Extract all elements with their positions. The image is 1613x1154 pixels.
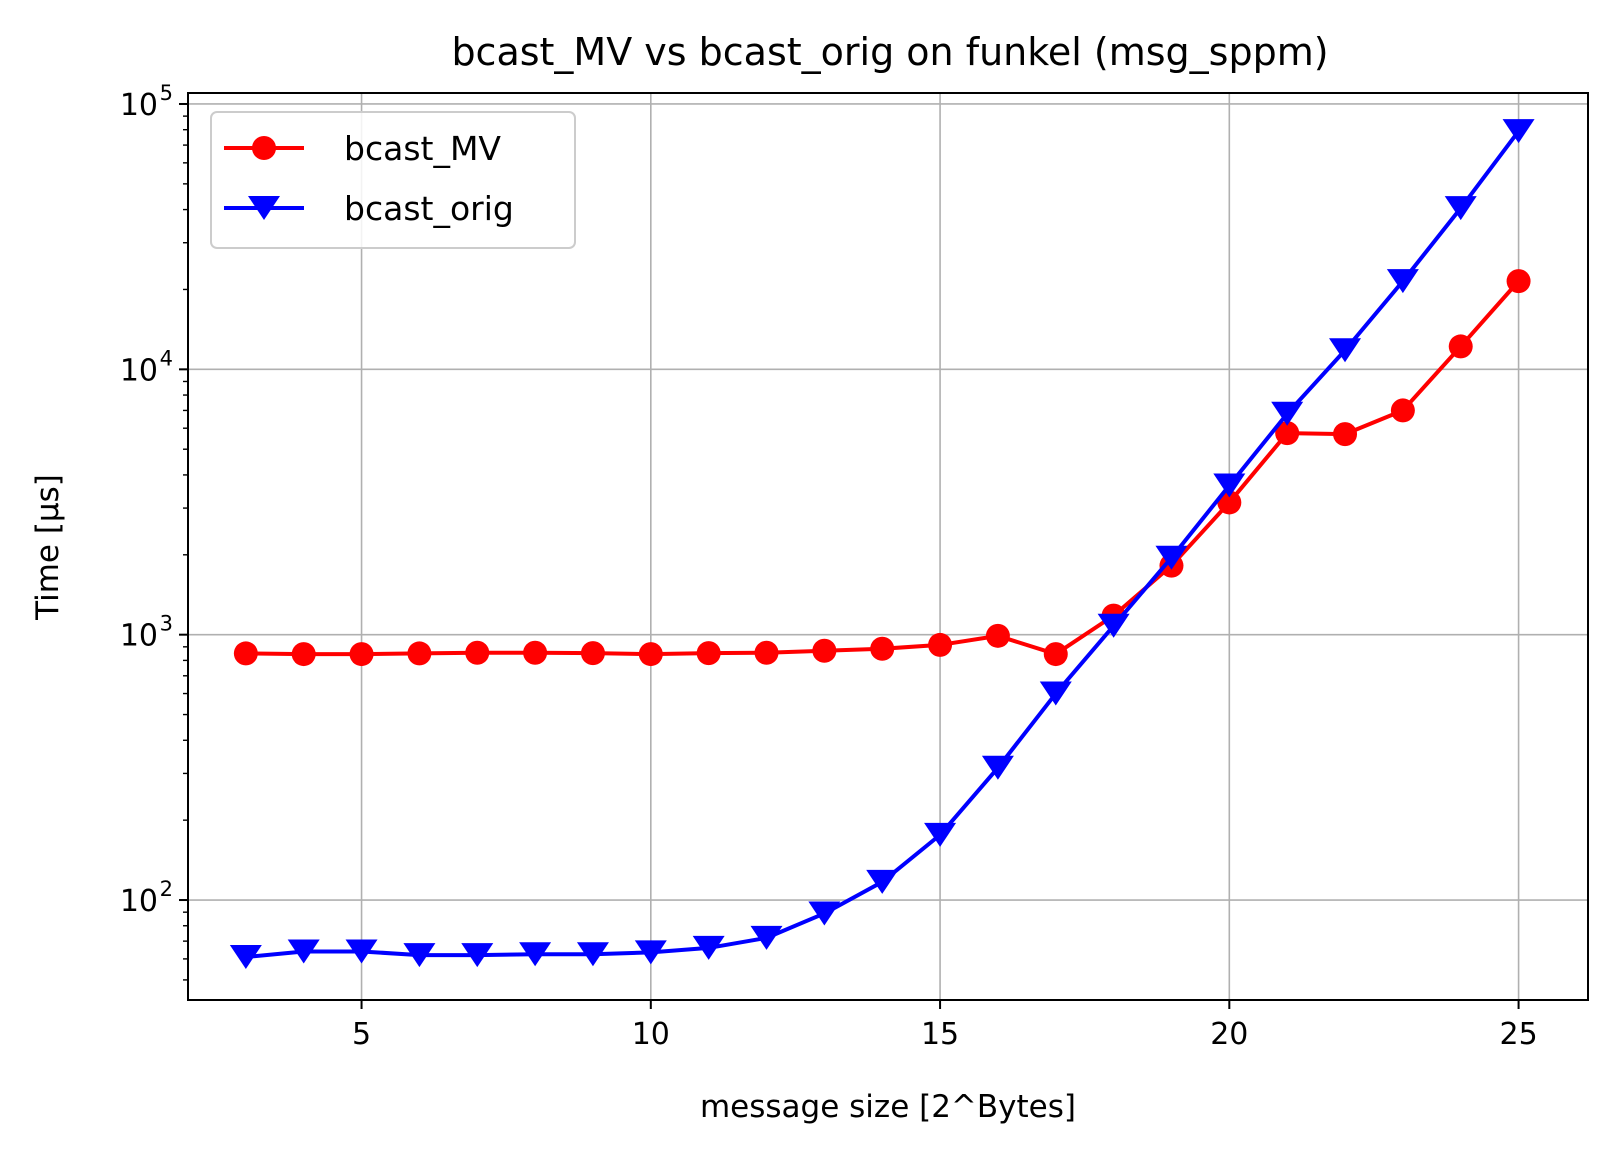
y-tick-base: 10 [120,88,158,123]
data-point-bcast-orig [981,755,1014,780]
legend-entries: bcast_MV bcast_orig [224,129,514,228]
data-point-bcast-orig [634,940,667,965]
data-point-bcast-mv [754,640,779,665]
plot-frame [187,92,1589,1001]
data-point-bcast-orig [866,869,899,894]
x-axis: 5 10 15 20 25 [352,1000,1538,1052]
legend-marker-bcast-orig [248,196,280,220]
y-tick-label: 105 [120,81,173,123]
data-point-bcast-mv [1506,269,1531,294]
data-point-bcast-mv [1333,422,1358,447]
data-point-bcast-mv [523,640,548,665]
legend: bcast_MV bcast_orig [210,111,576,249]
y-tick-base: 10 [120,619,158,654]
data-point-bcast-mv [985,623,1010,648]
y-axis-title: Time [µs] [30,474,66,621]
data-point-bcast-mv [1390,398,1415,423]
data-point-bcast-orig [1444,196,1477,221]
data-point-bcast-orig [692,935,725,960]
data-point-bcast-mv [696,641,721,666]
data-point-bcast-mv [1448,334,1473,359]
series-bcast-mv [233,269,1531,667]
grid [188,93,1588,1000]
data-point-bcast-orig [1155,545,1188,570]
data-point-bcast-orig [1329,338,1362,363]
data-point-bcast-orig [1213,473,1246,498]
data-point-bcast-orig [924,822,957,847]
y-tick-label: 103 [120,612,173,654]
series-layer [229,119,1535,969]
series-line-bcast-mv [245,279,1521,657]
chart-title: bcast_MV vs bcast_orig on funkel (msg_sp… [451,30,1328,74]
x-tick-label: 20 [1210,1017,1248,1052]
data-point-bcast-orig [287,939,320,964]
data-point-bcast-orig [519,942,552,967]
y-tick-exponent: 4 [160,346,173,370]
series-line-bcast-orig [245,129,1521,959]
y-tick-base: 10 [120,884,158,919]
data-point-bcast-mv [291,642,316,667]
series-bcast-orig [229,119,1535,969]
x-tick-label: 5 [352,1017,371,1052]
data-point-bcast-mv [233,641,258,666]
data-point-bcast-orig [1502,119,1535,144]
data-point-bcast-mv [870,636,895,661]
data-point-bcast-orig [1039,681,1072,706]
data-point-bcast-mv [465,640,490,665]
data-point-bcast-mv [1275,421,1300,446]
data-point-bcast-mv [812,638,837,663]
legend-marker-bcast-mv [252,136,276,160]
y-tick-label: 104 [120,346,173,388]
data-point-bcast-mv [1043,642,1068,667]
data-point-bcast-orig [576,942,609,967]
data-point-bcast-orig [229,944,262,969]
data-point-bcast-orig [750,925,783,950]
y-tick-base: 10 [120,353,158,388]
y-tick-exponent: 3 [160,612,173,636]
x-tick-label: 15 [921,1017,959,1052]
data-point-bcast-orig [403,943,436,968]
legend-label-bcast-mv: bcast_MV [344,129,501,168]
x-axis-title: message size [2^Bytes] [700,1089,1076,1125]
data-point-bcast-orig [808,901,841,926]
legend-label-bcast-orig: bcast_orig [344,189,514,228]
x-tick-label: 25 [1499,1017,1537,1052]
data-point-bcast-orig [345,939,378,964]
data-point-bcast-orig [461,943,494,968]
y-tick-exponent: 5 [160,81,173,105]
y-tick-label: 102 [120,877,173,919]
data-point-bcast-orig [1097,613,1130,638]
data-point-bcast-mv [928,632,953,657]
data-point-bcast-mv [349,642,374,667]
data-point-bcast-orig [1386,269,1419,294]
data-point-bcast-mv [1217,490,1242,515]
y-tick-exponent: 2 [160,877,173,901]
data-point-bcast-mv [580,641,605,666]
x-tick-label: 10 [632,1017,670,1052]
data-point-bcast-orig [1271,401,1304,426]
data-point-bcast-mv [407,641,432,666]
data-point-bcast-mv [638,642,663,667]
